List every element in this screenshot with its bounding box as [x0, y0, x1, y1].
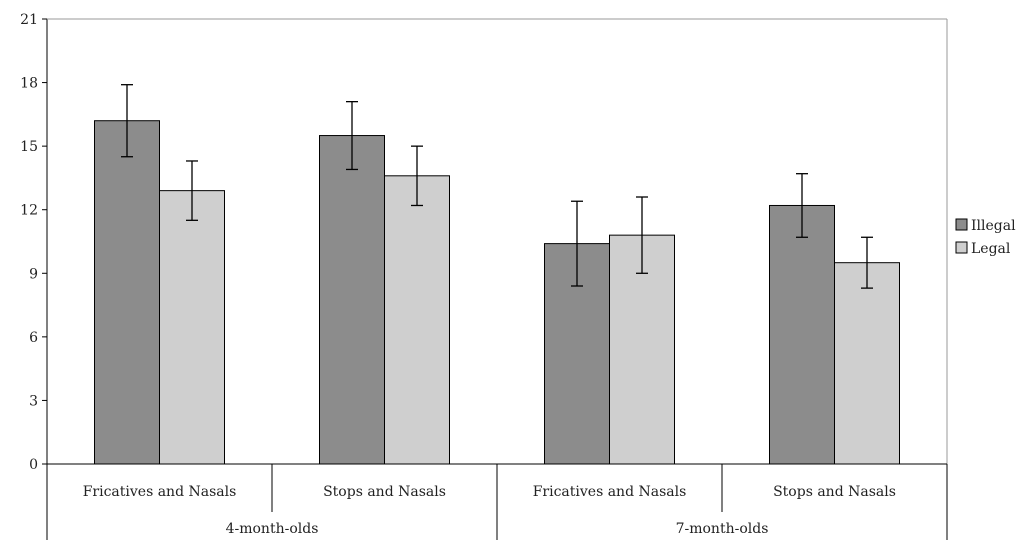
bar-legal-2 [384, 175, 450, 465]
legend-swatch-legal [955, 241, 968, 254]
bars [94, 120, 900, 465]
x-category-label: Fricatives and Nasals [533, 484, 687, 500]
x-group-label: 4-month-olds [226, 521, 319, 537]
y-axis: 0 3 6 9 12 15 18 21 [20, 12, 48, 473]
y-tick-label: 0 [29, 457, 38, 473]
error-bars [121, 84, 873, 289]
y-tick-label: 6 [29, 330, 38, 346]
bar-legal-1 [159, 190, 225, 465]
y-tick-label: 15 [20, 139, 38, 155]
bar-illegal-4 [769, 204, 835, 465]
y-tick-label: 12 [20, 203, 38, 219]
x-category-label: Stops and Nasals [773, 484, 896, 500]
y-tick-label: 18 [20, 76, 38, 92]
y-tick-label: 3 [29, 393, 38, 409]
x-group-label: 7-month-olds [676, 521, 769, 537]
x-category-label: Fricatives and Nasals [83, 484, 237, 500]
plot-frame [47, 18, 948, 464]
legend: Illegal Legal [955, 218, 1016, 257]
legend-label-legal: Legal [971, 241, 1011, 257]
bar-illegal-2 [319, 135, 385, 465]
y-tick-label: 21 [20, 12, 38, 28]
y-tick-label: 9 [29, 266, 38, 282]
x-category-label: Stops and Nasals [323, 484, 446, 500]
legend-label-illegal: Illegal [971, 218, 1016, 234]
legend-swatch-illegal [955, 218, 968, 231]
x-axis: Fricatives and Nasals Stops and Nasals Fri… [46, 463, 948, 540]
bar-legal-4 [834, 262, 900, 465]
bar-illegal-1 [94, 120, 160, 465]
